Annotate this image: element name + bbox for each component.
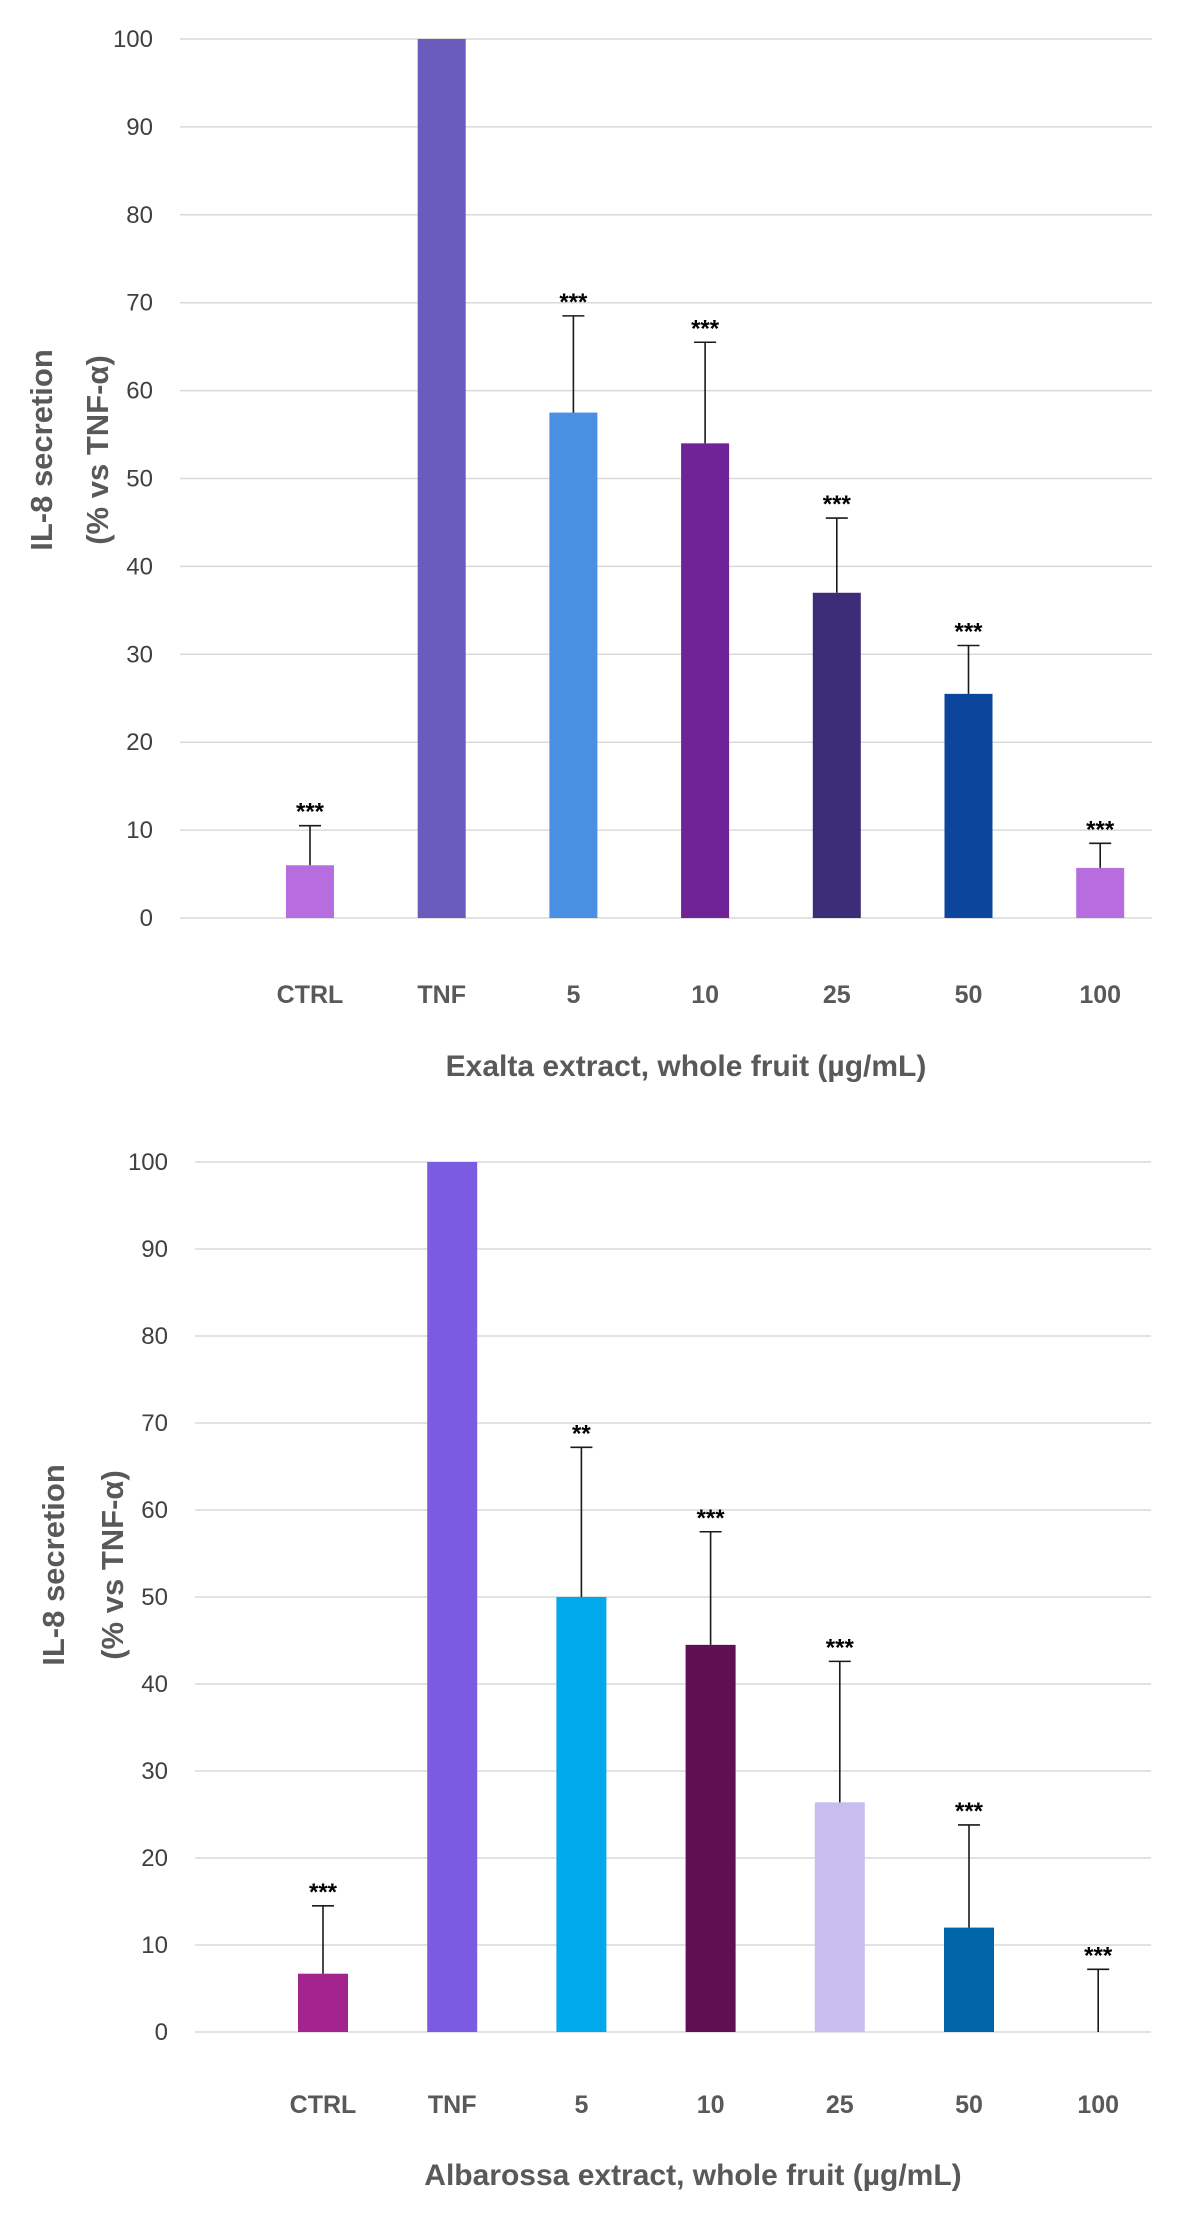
y-tick-label: 80 <box>141 1323 168 1350</box>
bars <box>298 1162 994 2032</box>
error-bar <box>562 315 585 413</box>
x-axis-title: Exalta extract, whole fruit (µg/mL) <box>446 1050 927 1083</box>
x-axis-title: Albarossa extract, whole fruit (µg/mL) <box>424 2159 961 2192</box>
significance-label: *** <box>1086 816 1115 843</box>
y-tick-label: 50 <box>126 466 153 493</box>
x-tick-labels: CTRL TNF 5 10 25 50 100 <box>277 981 1121 1009</box>
significance-label: *** <box>296 799 325 826</box>
error-bar <box>958 1824 980 1928</box>
y-tick-label: 60 <box>126 378 153 405</box>
x-tick-label: TNF <box>417 981 466 1009</box>
bar <box>814 1802 865 2032</box>
y-axis-title-line: IL-8 secretion <box>24 349 59 551</box>
bar <box>556 1597 607 2032</box>
x-tick-label: 5 <box>566 981 580 1009</box>
bar <box>944 693 993 918</box>
y-tick-label: 90 <box>126 114 153 141</box>
x-tick-label: 25 <box>826 2091 854 2119</box>
significance-label: *** <box>955 1798 984 1825</box>
y-tick-label: 70 <box>126 290 153 317</box>
x-tick-label: TNF <box>428 2091 477 2119</box>
error-bar <box>694 341 717 444</box>
x-tick-label: CTRL <box>277 981 344 1009</box>
y-tick-label: 90 <box>141 1236 168 1263</box>
y-tick-label: 30 <box>141 1758 168 1785</box>
bar <box>681 443 730 918</box>
y-tick-label: 10 <box>126 817 153 844</box>
y-tick-label: 100 <box>128 1149 168 1176</box>
y-tick-label: 10 <box>141 1932 168 1959</box>
significance-labels: *** *** *** *** *** *** <box>296 289 1115 843</box>
x-tick-label: 10 <box>697 2091 725 2119</box>
y-tick-label: 30 <box>126 641 153 668</box>
y-tick-label: 70 <box>141 1410 168 1437</box>
y-tick-label: 20 <box>141 1845 168 1872</box>
x-tick-label: 5 <box>574 2091 588 2119</box>
significance-label: *** <box>559 289 588 316</box>
significance-label: *** <box>826 1634 855 1661</box>
error-bar <box>299 824 321 866</box>
y-tick-label: 20 <box>126 729 153 756</box>
error-bars <box>312 1446 1110 2032</box>
x-tick-label: 100 <box>1077 2091 1119 2119</box>
significance-label: *** <box>697 1505 726 1532</box>
bar <box>812 592 861 918</box>
significance-label: *** <box>309 1879 338 1906</box>
bars <box>286 39 1125 918</box>
bar <box>1076 867 1125 918</box>
y-tick-label: 0 <box>140 905 153 932</box>
error-bar <box>312 1905 334 1974</box>
y-tick-label: 40 <box>126 553 153 580</box>
gridlines <box>195 1161 1151 2033</box>
bar <box>549 412 598 918</box>
x-tick-label: 50 <box>955 981 983 1009</box>
x-tick-label: CTRL <box>290 2091 357 2119</box>
error-bar <box>825 517 848 593</box>
error-bar <box>570 1446 593 1597</box>
x-tick-label: 25 <box>823 981 851 1009</box>
y-tick-label: 100 <box>113 26 153 53</box>
significance-label: ** <box>572 1420 591 1447</box>
exalta-chart: 0102030405060708090100******************… <box>24 26 1152 1083</box>
significance-label: *** <box>954 619 983 646</box>
significance-labels: ***************** <box>309 1420 1113 1969</box>
x-tick-labels: CTRL TNF 5 10 25 50 100 <box>290 2091 1119 2119</box>
y-tick-labels: 0 10 20 30 40 50 60 70 80 90 100 <box>113 26 153 932</box>
y-axis-title-line: (% vs TNF-α) <box>95 1470 130 1660</box>
y-tick-label: 0 <box>155 2019 168 2046</box>
significance-label: *** <box>691 315 720 342</box>
bar <box>944 1927 994 2032</box>
error-bar <box>1087 1968 1110 2032</box>
y-tick-label: 50 <box>141 1584 168 1611</box>
bar <box>286 865 334 918</box>
y-axis-title-line: (% vs TNF-α) <box>80 355 115 545</box>
y-tick-label: 60 <box>141 1497 168 1524</box>
error-bar <box>828 1660 851 1803</box>
gridlines <box>180 38 1152 919</box>
bar <box>417 39 466 918</box>
y-tick-labels: 0 10 20 30 40 50 60 70 80 90 100 <box>128 1149 168 2046</box>
albarossa-chart: 0102030405060708090100*****************C… <box>36 1149 1151 2192</box>
bar <box>685 1644 736 2032</box>
error-bar <box>699 1530 722 1645</box>
significance-label: *** <box>1084 1942 1113 1969</box>
bar <box>427 1162 478 2032</box>
bar <box>298 1973 348 2032</box>
error-bar <box>957 644 980 694</box>
x-tick-label: 10 <box>691 981 719 1009</box>
y-axis-title-line: IL-8 secretion <box>36 1464 71 1666</box>
error-bar <box>1089 842 1112 868</box>
error-bars <box>299 315 1112 868</box>
y-tick-label: 80 <box>126 202 153 229</box>
x-tick-label: 50 <box>955 2091 983 2119</box>
x-tick-label: 100 <box>1079 981 1121 1009</box>
significance-label: *** <box>823 491 852 518</box>
y-tick-label: 40 <box>141 1671 168 1698</box>
